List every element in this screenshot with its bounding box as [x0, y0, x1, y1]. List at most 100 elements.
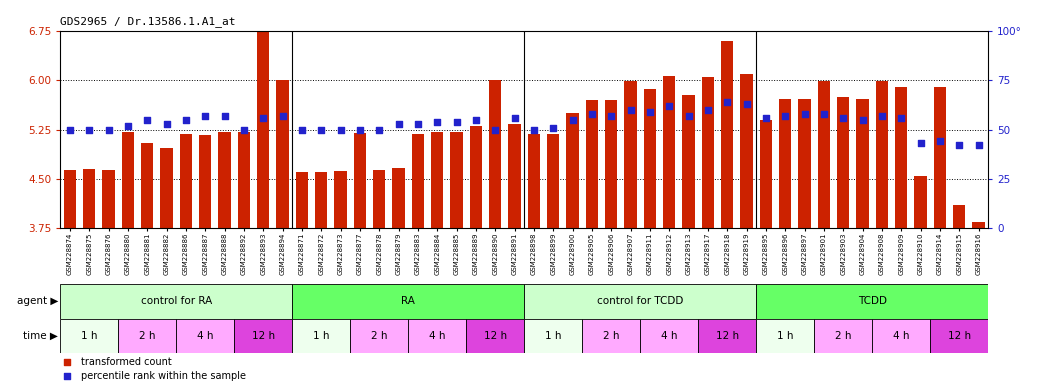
Bar	[276, 80, 289, 228]
Point	[390, 121, 407, 127]
Point	[971, 142, 987, 149]
Text: time ▶: time ▶	[23, 331, 58, 341]
Text: 12 h: 12 h	[251, 331, 275, 341]
Text: 1 h: 1 h	[81, 331, 98, 341]
Bar	[412, 134, 425, 228]
Bar	[953, 205, 965, 228]
Point	[158, 121, 174, 127]
Point	[101, 126, 117, 132]
Bar	[469, 126, 482, 228]
Point	[139, 117, 156, 123]
Bar	[814, 319, 872, 353]
Text: 12 h: 12 h	[715, 331, 739, 341]
Point	[854, 117, 871, 123]
Text: control for RA: control for RA	[140, 296, 212, 306]
Point	[236, 126, 252, 132]
Point	[738, 101, 755, 107]
Point	[429, 119, 445, 125]
Point	[371, 126, 387, 132]
Text: 12 h: 12 h	[948, 331, 971, 341]
Bar	[199, 135, 212, 228]
Point	[951, 142, 967, 149]
Point	[622, 107, 638, 113]
Bar	[334, 171, 347, 228]
Text: RA: RA	[402, 296, 415, 306]
Bar	[60, 284, 292, 319]
Bar	[103, 170, 115, 228]
Point	[448, 119, 465, 125]
Bar	[350, 319, 408, 353]
Bar	[756, 319, 814, 353]
Point	[776, 113, 793, 119]
Text: 1 h: 1 h	[545, 331, 562, 341]
Point	[874, 113, 891, 119]
Point	[816, 111, 832, 117]
Text: GDS2965 / Dr.13586.1.A1_at: GDS2965 / Dr.13586.1.A1_at	[60, 16, 236, 27]
Bar	[872, 319, 930, 353]
Bar	[257, 31, 270, 228]
Point	[912, 141, 929, 147]
Point	[893, 115, 909, 121]
Bar	[121, 132, 134, 228]
Bar	[876, 81, 889, 228]
Bar	[63, 170, 76, 228]
Point	[177, 117, 194, 123]
Text: 2 h: 2 h	[835, 331, 851, 341]
Point	[583, 111, 600, 117]
Text: TCDD: TCDD	[857, 296, 886, 306]
Point	[525, 126, 542, 132]
Point	[197, 113, 214, 119]
Point	[700, 107, 716, 113]
Bar	[702, 77, 714, 228]
Point	[274, 113, 291, 119]
Point	[59, 359, 76, 366]
Bar	[933, 87, 946, 228]
Bar	[373, 170, 385, 228]
Bar	[624, 81, 636, 228]
Bar	[238, 132, 250, 228]
Point	[565, 117, 581, 123]
Text: 4 h: 4 h	[893, 331, 909, 341]
Bar	[431, 132, 443, 228]
Bar	[450, 132, 463, 228]
Bar	[778, 99, 791, 228]
Text: 4 h: 4 h	[661, 331, 678, 341]
Bar	[798, 99, 811, 228]
Bar	[721, 41, 734, 228]
Point	[255, 115, 272, 121]
Bar	[547, 134, 559, 228]
Point	[719, 99, 736, 105]
Point	[680, 113, 696, 119]
Bar	[408, 319, 466, 353]
Bar	[141, 143, 154, 228]
Bar	[640, 319, 699, 353]
Point	[312, 126, 329, 132]
Point	[81, 126, 98, 132]
Point	[796, 111, 813, 117]
Point	[758, 115, 774, 121]
Point	[545, 124, 562, 131]
Text: transformed count: transformed count	[81, 358, 171, 367]
Text: 2 h: 2 h	[603, 331, 620, 341]
Point	[507, 115, 523, 121]
Text: 12 h: 12 h	[484, 331, 507, 341]
Bar	[315, 172, 327, 228]
Bar	[466, 319, 524, 353]
Bar	[60, 319, 118, 353]
Text: agent ▶: agent ▶	[17, 296, 58, 306]
Bar	[740, 74, 753, 228]
Bar	[296, 172, 308, 228]
Text: 2 h: 2 h	[139, 331, 156, 341]
Point	[467, 117, 484, 123]
Point	[332, 126, 349, 132]
Point	[119, 122, 136, 129]
Bar	[699, 319, 756, 353]
Bar	[914, 176, 927, 228]
Point	[352, 126, 368, 132]
Bar	[644, 89, 656, 228]
Bar	[760, 120, 772, 228]
Point	[59, 373, 76, 379]
Bar	[160, 148, 172, 228]
Text: control for TCDD: control for TCDD	[597, 296, 683, 306]
Bar	[354, 133, 366, 228]
